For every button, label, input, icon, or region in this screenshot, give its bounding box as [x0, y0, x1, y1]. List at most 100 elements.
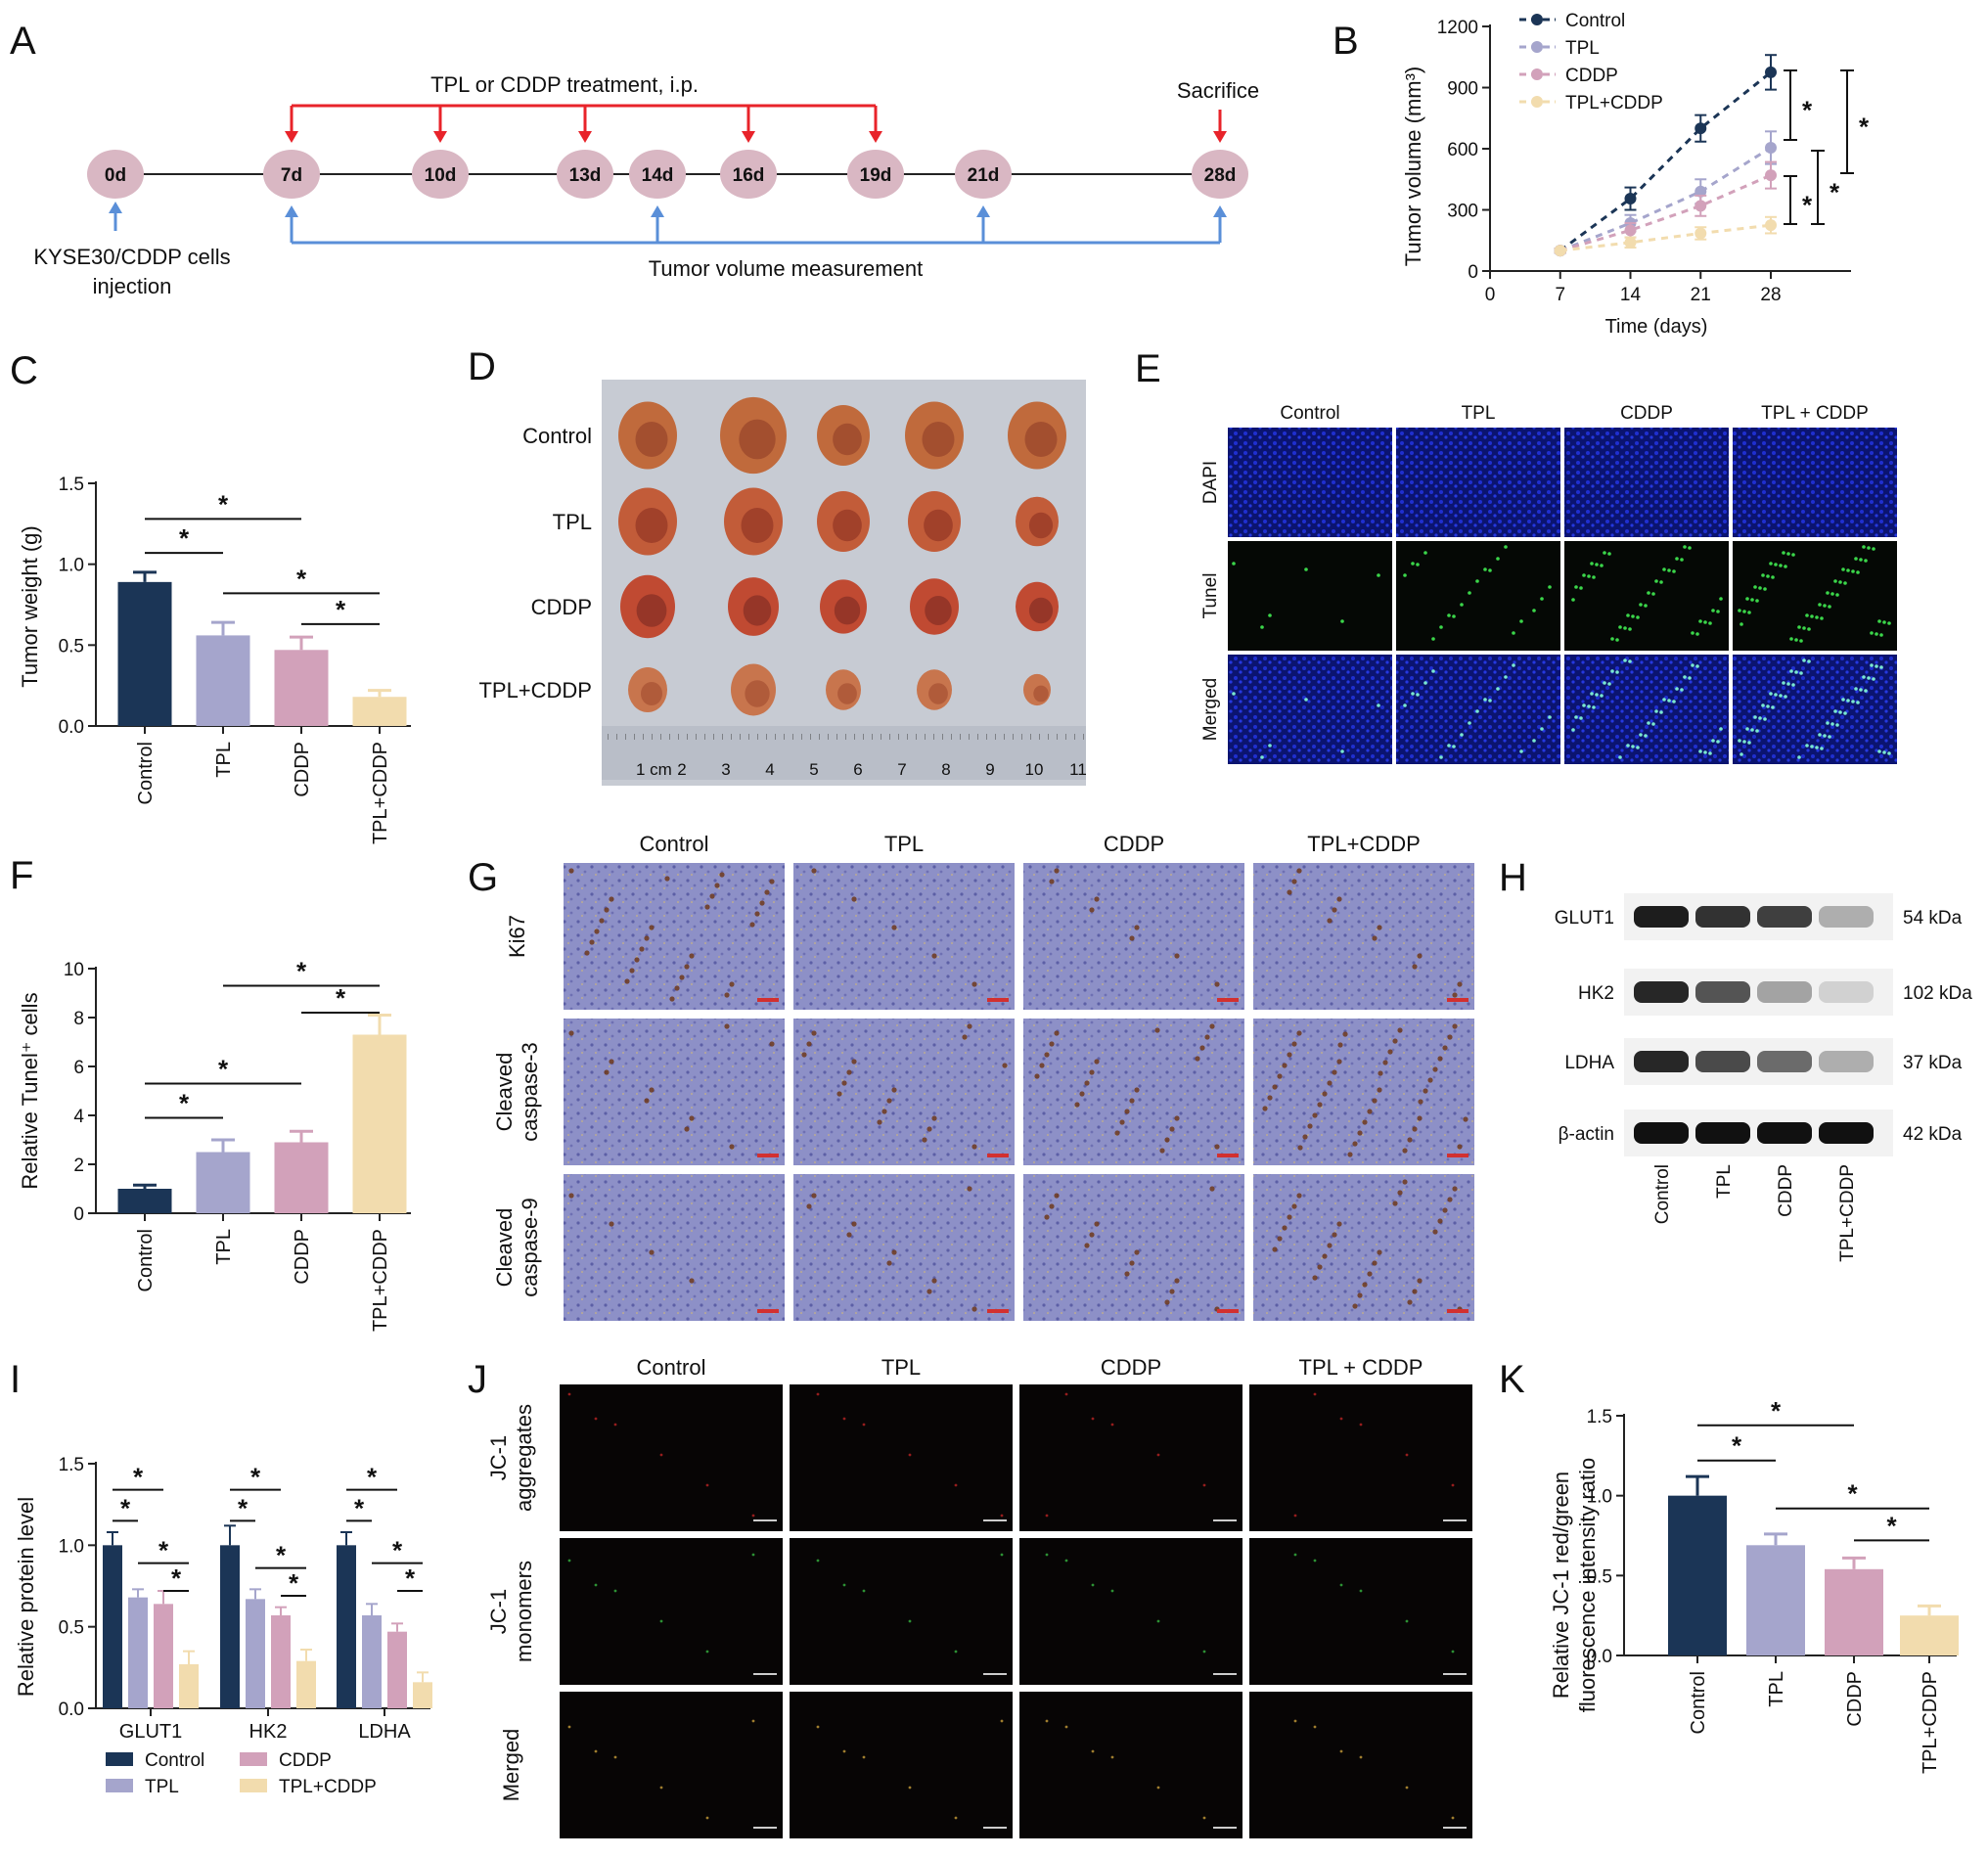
g-dab-positive-stain — [1291, 879, 1297, 884]
e-tunel-positive-cell — [1784, 565, 1787, 568]
g-dab-positive-stain — [926, 1126, 932, 1132]
e-tunel-positive-cell — [1769, 692, 1773, 696]
e-tunel-positive-cell — [1843, 711, 1847, 715]
e-tunel-positive-cell — [1854, 557, 1858, 561]
g-dab-positive-stain — [891, 1087, 897, 1093]
i-sig-star: * — [120, 1493, 131, 1522]
j-fluorescent-signal — [1313, 1559, 1317, 1563]
e-tunel-positive-cell — [1875, 664, 1878, 668]
j-fluorescent-signal — [842, 1583, 846, 1587]
g-dab-positive-stain — [769, 879, 775, 884]
e-tunel-positive-cell — [1672, 569, 1676, 573]
e-tunel-positive-cell — [1750, 598, 1754, 602]
g-dab-positive-stain — [1089, 1232, 1095, 1238]
timeline-node — [87, 150, 144, 199]
i-sig-star: * — [171, 1563, 182, 1593]
e-tunel-positive-cell — [1833, 579, 1837, 583]
g-dab-positive-stain — [649, 1087, 655, 1093]
g-dab-positive-stain — [1352, 1141, 1358, 1147]
g-dab-positive-stain — [649, 1249, 655, 1255]
e-tunel-positive-cell — [1810, 614, 1814, 618]
h-protein-band — [1634, 906, 1689, 928]
j-row-label: JC-1 — [486, 1435, 511, 1480]
b-sig-star: * — [1859, 113, 1870, 142]
i-legend-label: CDDP — [279, 1750, 332, 1771]
j-scale-bar — [983, 1519, 1007, 1521]
j-fluorescent-signal — [954, 1650, 958, 1654]
j-fluorescent-signal — [842, 1417, 846, 1421]
e-tunel-positive-cell — [1747, 741, 1751, 745]
tumor-specimen-shadow — [924, 509, 953, 542]
g-micrograph — [793, 863, 1015, 1010]
tumor-specimen-shadow — [635, 422, 668, 457]
e-tunel-positive-cell — [1887, 751, 1891, 755]
j-fluorescent-signal — [613, 1589, 617, 1593]
b-x-tick-label: 28 — [1760, 285, 1781, 305]
e-row-label: DAPI — [1200, 461, 1221, 504]
c-y-tick-label: 0.5 — [59, 636, 84, 657]
g-dab-positive-stain — [1412, 1126, 1418, 1132]
i-y-axis-title: Relative protein level — [14, 1497, 38, 1697]
e-tunel-positive-cell — [1823, 604, 1827, 608]
i-sig-star: * — [133, 1463, 144, 1492]
sacrifice-arrow-head — [1213, 131, 1227, 143]
g-dab-positive-stain — [1312, 1275, 1318, 1281]
e-tunel-positive-cell — [1377, 703, 1380, 707]
c-y-tick-label: 0.0 — [59, 717, 84, 738]
c-y-tick-label: 1.0 — [59, 556, 84, 576]
h-protein-band — [1634, 981, 1689, 1003]
timeline-nodes: 0d 7d 10d 13d 14d 16d 19d 21d 28d — [87, 150, 1248, 199]
j-column-label: CDDP — [1101, 1355, 1161, 1380]
b-legend-marker — [1531, 96, 1543, 108]
e-tunel-positive-cell — [1667, 568, 1671, 572]
j-fluorescent-signal — [1405, 1619, 1409, 1623]
e-tunel-positive-cell — [1631, 745, 1635, 748]
g-dab-positive-stain — [1169, 1126, 1175, 1132]
e-tunel-positive-cell — [1579, 716, 1583, 720]
e-tunel-positive-cell — [1719, 727, 1723, 731]
e-tunel-positive-cell — [1851, 569, 1855, 573]
e-tunel-positive-cell — [1460, 603, 1464, 607]
j-fluorescent-signal — [594, 1749, 598, 1753]
g-dab-positive-stain — [1134, 1249, 1140, 1255]
j-column-label: TPL + CDDP — [1299, 1355, 1423, 1380]
e-tunel-positive-cell — [1340, 749, 1344, 753]
g-dab-positive-stain — [1367, 1109, 1373, 1114]
panel-label-k: K — [1499, 1358, 1525, 1401]
j-fluorescent-signal — [1000, 1553, 1004, 1557]
f-bar — [352, 1034, 407, 1213]
e-tunel-positive-cell — [1651, 722, 1655, 726]
e-tunel-positive-cell — [1835, 723, 1839, 727]
j-scale-bar — [1443, 1827, 1467, 1829]
k-bar — [1746, 1545, 1805, 1655]
e-tunel-positive-cell — [1447, 613, 1451, 617]
k-sig-star: * — [1771, 1396, 1782, 1426]
e-tunel-positive-cell — [1403, 703, 1407, 707]
g-dab-positive-stain — [1044, 1052, 1050, 1058]
e-tunel-positive-cell — [1590, 692, 1594, 696]
i-y-tick-label: 0.5 — [59, 1618, 84, 1639]
h-lane-label: CDDP — [1776, 1164, 1796, 1217]
panel-a: A TPL or CDDP treatment, i.p. Sacrifice … — [10, 20, 1259, 298]
g-dab-positive-stain — [1442, 1207, 1448, 1213]
h-protein-band — [1819, 906, 1874, 928]
g-dab-positive-stain — [644, 1098, 650, 1104]
e-tunel-positive-cell — [1862, 675, 1866, 679]
g-dab-positive-stain — [1174, 1115, 1180, 1121]
panel-f: F Relative Tunel⁺ cells 0 2 4 6 8 10 Control TP… — [10, 854, 411, 1332]
e-tunel-positive-cell — [1623, 626, 1627, 630]
e-tunel-positive-cell — [1864, 559, 1868, 563]
tumor-weight-bar-chart: 0.0 0.5 1.0 1.5 Control TPL CDDP TPL+CDDP * * * * — [59, 475, 411, 844]
i-x-tick-label: HK2 — [249, 1721, 288, 1743]
panel-label-f: F — [10, 854, 33, 897]
e-tunel-positive-cell — [1683, 675, 1687, 679]
g-dab-positive-stain — [891, 925, 897, 930]
e-tunel-positive-cell — [1708, 751, 1712, 755]
g-dab-positive-stain — [629, 968, 635, 974]
b-y-axis-title: Tumor volume (mm³) — [1401, 67, 1425, 267]
b-x-tick-label: 21 — [1691, 285, 1711, 305]
g-dab-positive-stain — [1417, 953, 1423, 959]
g-dab-positive-stain — [1397, 1027, 1403, 1033]
